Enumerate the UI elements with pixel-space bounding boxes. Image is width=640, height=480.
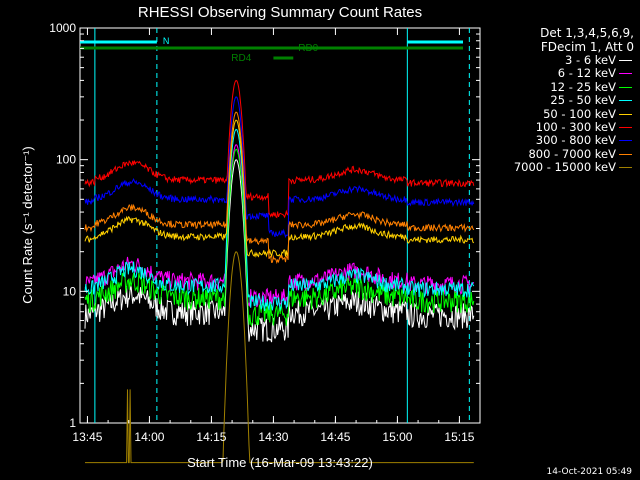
legend-swatch xyxy=(619,100,632,102)
x-tick-label: 15:00 xyxy=(382,430,412,444)
legend-header-detectors: Det 1,3,4,5,6,9, xyxy=(540,26,634,40)
legend-swatch xyxy=(619,153,632,155)
plot-frame xyxy=(79,27,481,424)
legend-swatch xyxy=(619,167,632,169)
y-axis-label: Count Rate (s⁻¹ detector⁻¹) xyxy=(20,146,35,304)
x-tick-label: 14:45 xyxy=(320,430,350,444)
legend-item: 6 - 12 keV xyxy=(488,66,634,81)
overlay-layer: N RD0 RD4 xyxy=(80,28,470,423)
generation-timestamp: 14-Oct-2021 05:49 xyxy=(546,467,632,477)
series-line xyxy=(84,111,475,265)
rd0-label: RD0 xyxy=(298,43,318,54)
y-tick-label: 1 xyxy=(69,416,76,430)
legend-item-label: 12 - 25 keV xyxy=(550,79,616,94)
legend-swatch xyxy=(619,73,632,75)
legend-swatch xyxy=(619,126,632,128)
legend-item-label: 6 - 12 keV xyxy=(557,66,616,81)
y-tick-label: 100 xyxy=(56,153,76,167)
legend-item: 100 - 300 keV xyxy=(488,119,634,134)
axis-layer: 13:45 14:00 14:15 14:30 14:45 15:00 15:15 1 10 10… xyxy=(49,21,480,444)
x-tick-label: 14:30 xyxy=(258,430,288,444)
legend-swatch xyxy=(619,140,632,142)
legend-item: 25 - 50 keV xyxy=(488,93,634,108)
series-line xyxy=(84,119,475,258)
legend-item: 300 - 800 keV xyxy=(488,133,634,148)
legend-item: 7000 - 15000 keV xyxy=(488,160,634,175)
legend-rows: 3 - 6 keV 6 - 12 keV 12 - 25 keV 25 - 50 ke… xyxy=(488,53,634,175)
x-tick-label: 14:15 xyxy=(196,430,226,444)
legend-swatch xyxy=(619,60,632,61)
legend-item-label: 3 - 6 keV xyxy=(565,53,616,67)
legend-item: 3 - 6 keV xyxy=(488,53,634,67)
series-layer xyxy=(84,79,475,464)
legend-item-label: 800 - 7000 keV xyxy=(528,146,616,161)
legend-header-decimation: FDecim 1, Att 0 xyxy=(540,40,634,54)
legend-item: 12 - 25 keV xyxy=(488,79,634,94)
legend-item-label: 7000 - 15000 keV xyxy=(513,160,616,175)
legend-item: 50 - 100 keV xyxy=(488,106,634,121)
rd4-label: RD4 xyxy=(231,53,251,64)
y-tick-label: 10 xyxy=(63,284,77,298)
legend-item-label: 25 - 50 keV xyxy=(550,93,616,108)
legend-item-label: 100 - 300 keV xyxy=(535,119,616,134)
legend: Det 1,3,4,5,6,9, FDecim 1, Att 0 3 - 6 k… xyxy=(488,26,634,175)
series-line xyxy=(85,251,474,464)
series-line xyxy=(84,128,475,312)
x-tick-label: 13:45 xyxy=(72,430,102,444)
legend-swatch xyxy=(619,86,632,88)
x-tick-label: 14:00 xyxy=(134,430,164,444)
x-axis-label: Start Time (16-Mar-09 13:43:22) xyxy=(187,455,373,470)
series-line xyxy=(84,96,475,239)
x-tick-label: 15:15 xyxy=(444,430,474,444)
y-tick-label: 1000 xyxy=(49,21,76,35)
legend-item: 800 - 7000 keV xyxy=(488,146,634,161)
night-label: N xyxy=(163,36,170,46)
series-line xyxy=(84,79,475,219)
legend-swatch xyxy=(619,113,632,115)
chart-title: RHESSI Observing Summary Count Rates xyxy=(138,4,422,21)
series-line xyxy=(84,159,475,343)
legend-item-label: 50 - 100 keV xyxy=(543,106,616,121)
legend-item-label: 300 - 800 keV xyxy=(535,133,616,148)
